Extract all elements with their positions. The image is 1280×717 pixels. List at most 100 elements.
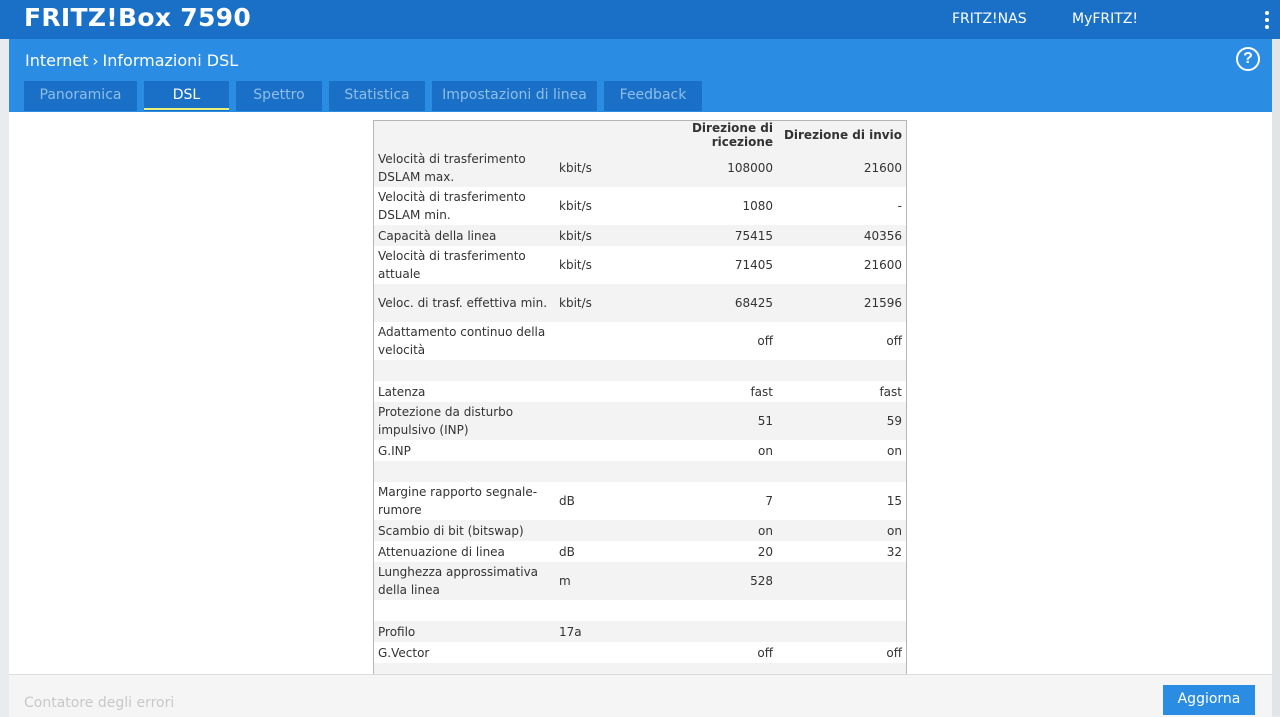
row-receive-value (635, 600, 777, 621)
row-receive-value: 1080 (742, 199, 773, 213)
table-row: G.Vector off off (373, 642, 907, 663)
row-unit (555, 381, 635, 402)
table-body: Velocità di trasferimento DSLAM max. kbit… (373, 149, 907, 706)
row-label: Velocità di trasferimento attuale (378, 249, 526, 281)
error-counter-label[interactable]: Contatore degli errori (24, 695, 175, 711)
row-send-value: on (887, 523, 902, 538)
fritz-nas-link[interactable]: FRITZ!NAS (952, 11, 1027, 27)
table-row: Protezione da disturbo impulsivo (INP) 51… (373, 402, 907, 440)
row-receive-value (635, 360, 777, 381)
dsl-info-table: Direzione di ricezione Direzione di invi… (373, 120, 907, 706)
table-row: G.INP on on (373, 440, 907, 461)
row-receive-value: 75415 (734, 228, 773, 243)
row-label: Profilo (378, 624, 416, 639)
row-send-value: 32 (886, 544, 902, 559)
table-header-unit (555, 121, 635, 150)
row-receive-value: fast (750, 384, 773, 399)
row-label: Scambio di bit (bitswap) (378, 523, 524, 538)
table-row: Capacità della linea kbit/s 75415 40356 (373, 225, 907, 246)
table-row: Profilo 17a (373, 621, 907, 642)
row-send-value (777, 360, 907, 381)
row-send-value (777, 461, 907, 482)
more-menu-icon[interactable] (1262, 11, 1272, 29)
row-unit: kbit/s (559, 296, 592, 310)
row-send-value: off (886, 334, 902, 348)
table-row: Margine rapporto segnale-rumore dB 7 15 (373, 482, 907, 520)
row-send-value: 21600 (863, 258, 902, 272)
table-row: Veloc. di trasf. effettiva min. kbit/s 684… (373, 284, 907, 322)
row-label (374, 600, 556, 621)
tab-spettro[interactable]: Spettro (236, 81, 322, 111)
row-unit: kbit/s (559, 228, 592, 243)
row-send-value: 59 (886, 414, 902, 428)
row-label: Veloc. di trasf. effettiva min. (378, 296, 548, 310)
main-content: Direzione di ricezione Direzione di invi… (9, 112, 1272, 706)
row-unit (555, 642, 635, 663)
row-label: Velocità di trasferimento DSLAM max. (378, 152, 526, 184)
top-bar: FRITZ!Box 7590 FRITZ!NAS MyFRITZ! (0, 0, 1280, 39)
refresh-button[interactable]: Aggiorna (1163, 685, 1255, 715)
table-row: Scambio di bit (bitswap) on on (373, 520, 907, 541)
row-unit (555, 461, 635, 482)
row-receive-value: on (758, 443, 773, 458)
row-receive-value: 68425 (734, 296, 773, 310)
row-send-value: 21596 (863, 296, 902, 310)
tab-impostazioni-di-linea[interactable]: Impostazioni di linea (432, 81, 597, 111)
tab-statistica[interactable]: Statistica (329, 81, 425, 111)
row-send-value: 15 (886, 494, 902, 508)
row-send-value (777, 600, 907, 621)
table-header-send: Direzione di invio (783, 128, 902, 142)
row-receive-value: 108000 (727, 161, 773, 175)
row-receive-value: 51 (757, 414, 773, 428)
row-label: Velocità di trasferimento DSLAM min. (378, 190, 526, 222)
row-label: Attenuazione di linea (378, 544, 505, 559)
row-send-value: - (897, 199, 902, 213)
table-row: Velocità di trasferimento DSLAM min. kbit… (373, 187, 907, 225)
row-unit (555, 520, 635, 541)
breadcrumb-internet[interactable]: Internet (25, 51, 89, 70)
row-label (374, 461, 556, 482)
row-label: Protezione da disturbo impulsivo (INP) (378, 405, 514, 437)
table-row: Adattamento continuo della velocità off of… (373, 322, 907, 360)
row-receive-value: 7 (765, 494, 773, 508)
app-logo[interactable]: FRITZ!Box 7590 (24, 3, 252, 32)
footer: Contatore degli errori Aggiorna (9, 674, 1272, 717)
tab-dsl[interactable]: DSL (144, 81, 229, 111)
tab-feedback[interactable]: Feedback (604, 81, 702, 111)
page-header: Internet › Informazioni DSL ? Panoramica D… (9, 39, 1272, 112)
row-receive-value (635, 461, 777, 482)
myfritz-link[interactable]: MyFRITZ! (1072, 11, 1139, 27)
row-receive-value: off (757, 334, 773, 348)
tab-panoramica[interactable]: Panoramica (24, 81, 137, 111)
table-row: Lunghezza approssimativa della linea m 528 (373, 562, 907, 600)
table-row (373, 360, 907, 381)
scrollbar-track[interactable] (1272, 39, 1280, 716)
row-unit (555, 402, 635, 440)
table-header-label (374, 121, 556, 150)
row-send-value: off (886, 645, 902, 660)
row-send-value: fast (879, 384, 902, 399)
row-receive-value: off (757, 645, 773, 660)
row-send-value (777, 621, 907, 642)
row-unit: m (559, 574, 571, 588)
row-receive-value: 71405 (734, 258, 773, 272)
row-unit (555, 360, 635, 381)
help-icon[interactable]: ? (1236, 47, 1260, 71)
table-row (373, 600, 907, 621)
row-label: G.INP (378, 443, 411, 458)
table-row: Latenza fast fast (373, 381, 907, 402)
chevron-right-icon: › (92, 52, 99, 70)
row-unit (555, 322, 635, 360)
row-unit (555, 600, 635, 621)
table-row: Velocità di trasferimento DSLAM max. kbit… (373, 149, 907, 187)
row-receive-value: on (758, 523, 773, 538)
row-receive-value: 528 (750, 574, 773, 588)
row-unit (555, 440, 635, 461)
row-label: Adattamento continuo della velocità (378, 325, 546, 357)
row-send-value (777, 562, 907, 600)
row-label: Lunghezza approssimativa della linea (378, 565, 539, 597)
row-receive-value (635, 621, 777, 642)
row-label: Latenza (378, 384, 426, 399)
row-label: G.Vector (378, 645, 430, 660)
row-unit: kbit/s (559, 199, 592, 213)
